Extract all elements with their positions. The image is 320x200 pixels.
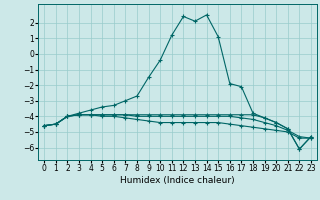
X-axis label: Humidex (Indice chaleur): Humidex (Indice chaleur) — [120, 176, 235, 185]
